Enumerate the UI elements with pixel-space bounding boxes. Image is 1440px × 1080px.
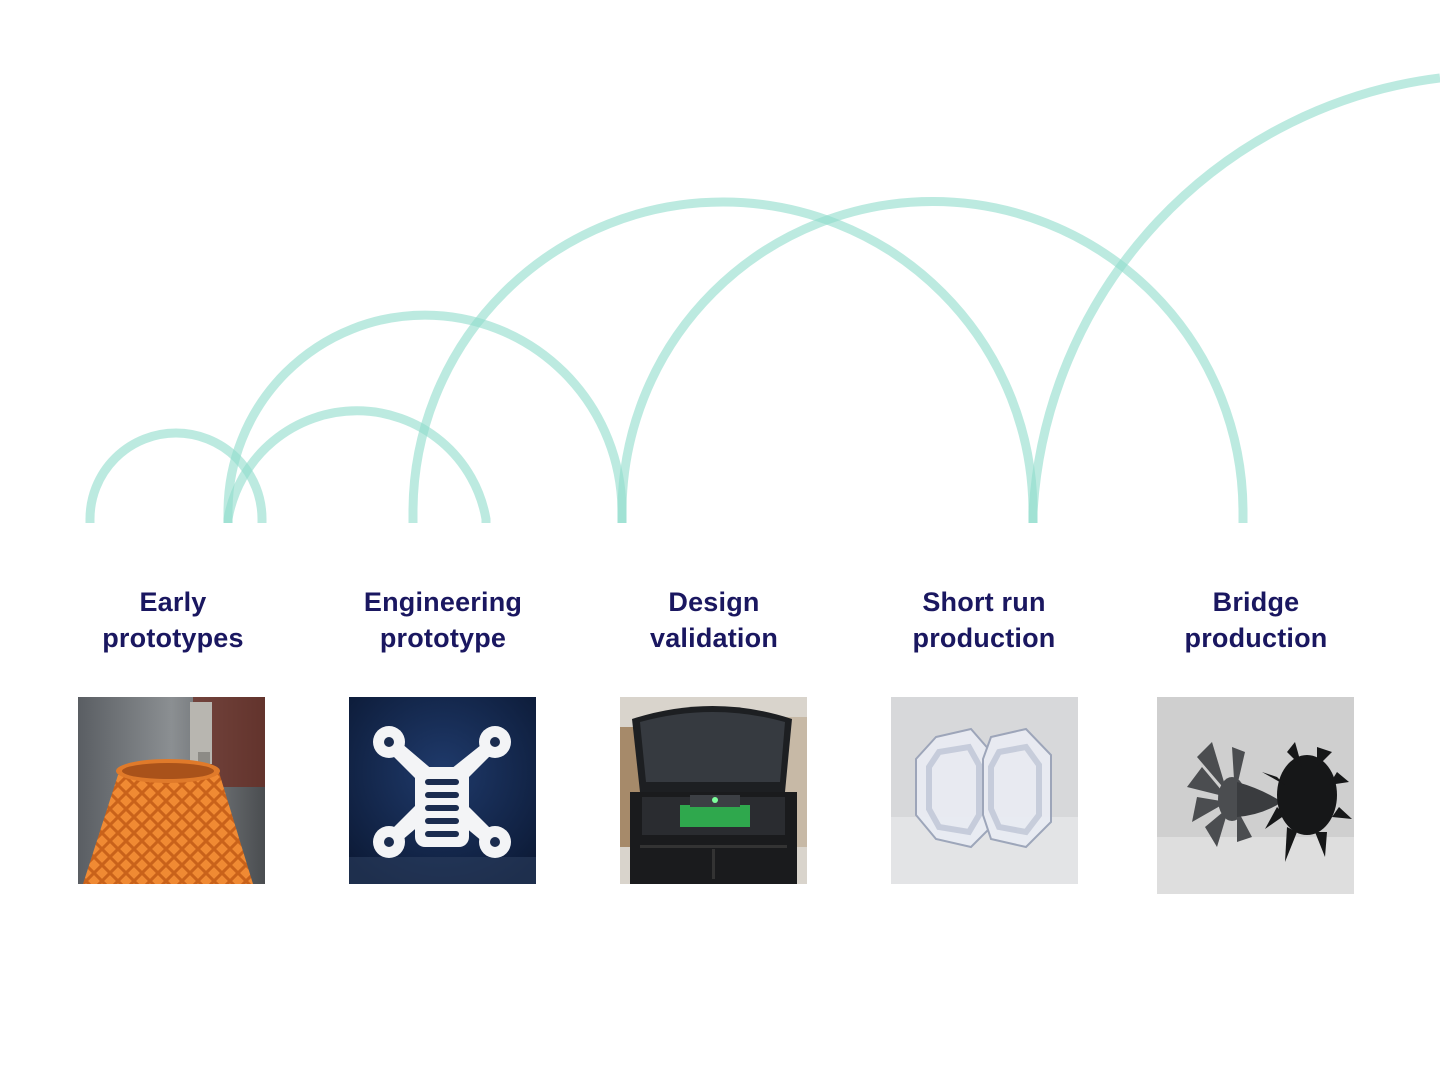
stage-label-early-prototypes: Early prototypes [102,587,244,653]
image-black-turbine-parts [1157,697,1354,894]
image-white-drone-frame [349,697,536,884]
image-orange-lattice-vase [78,697,265,884]
stage-label-short-run-production: Short run production [912,587,1056,653]
arc-3 [223,310,627,523]
stage-label-engineering-prototype: Engineering prototype [363,587,523,653]
image-clear-resin-parts [891,697,1078,884]
stage-label-design-validation: Design validation [649,587,779,653]
arc-4 [408,197,1038,523]
arc-2 [223,406,491,523]
arc-5 [617,197,1248,523]
arc-6 [1028,73,1440,523]
arc-1 [85,428,267,523]
image-open-3d-printer [620,697,807,884]
stage-label-bridge-production: Bridge production [1184,587,1328,653]
